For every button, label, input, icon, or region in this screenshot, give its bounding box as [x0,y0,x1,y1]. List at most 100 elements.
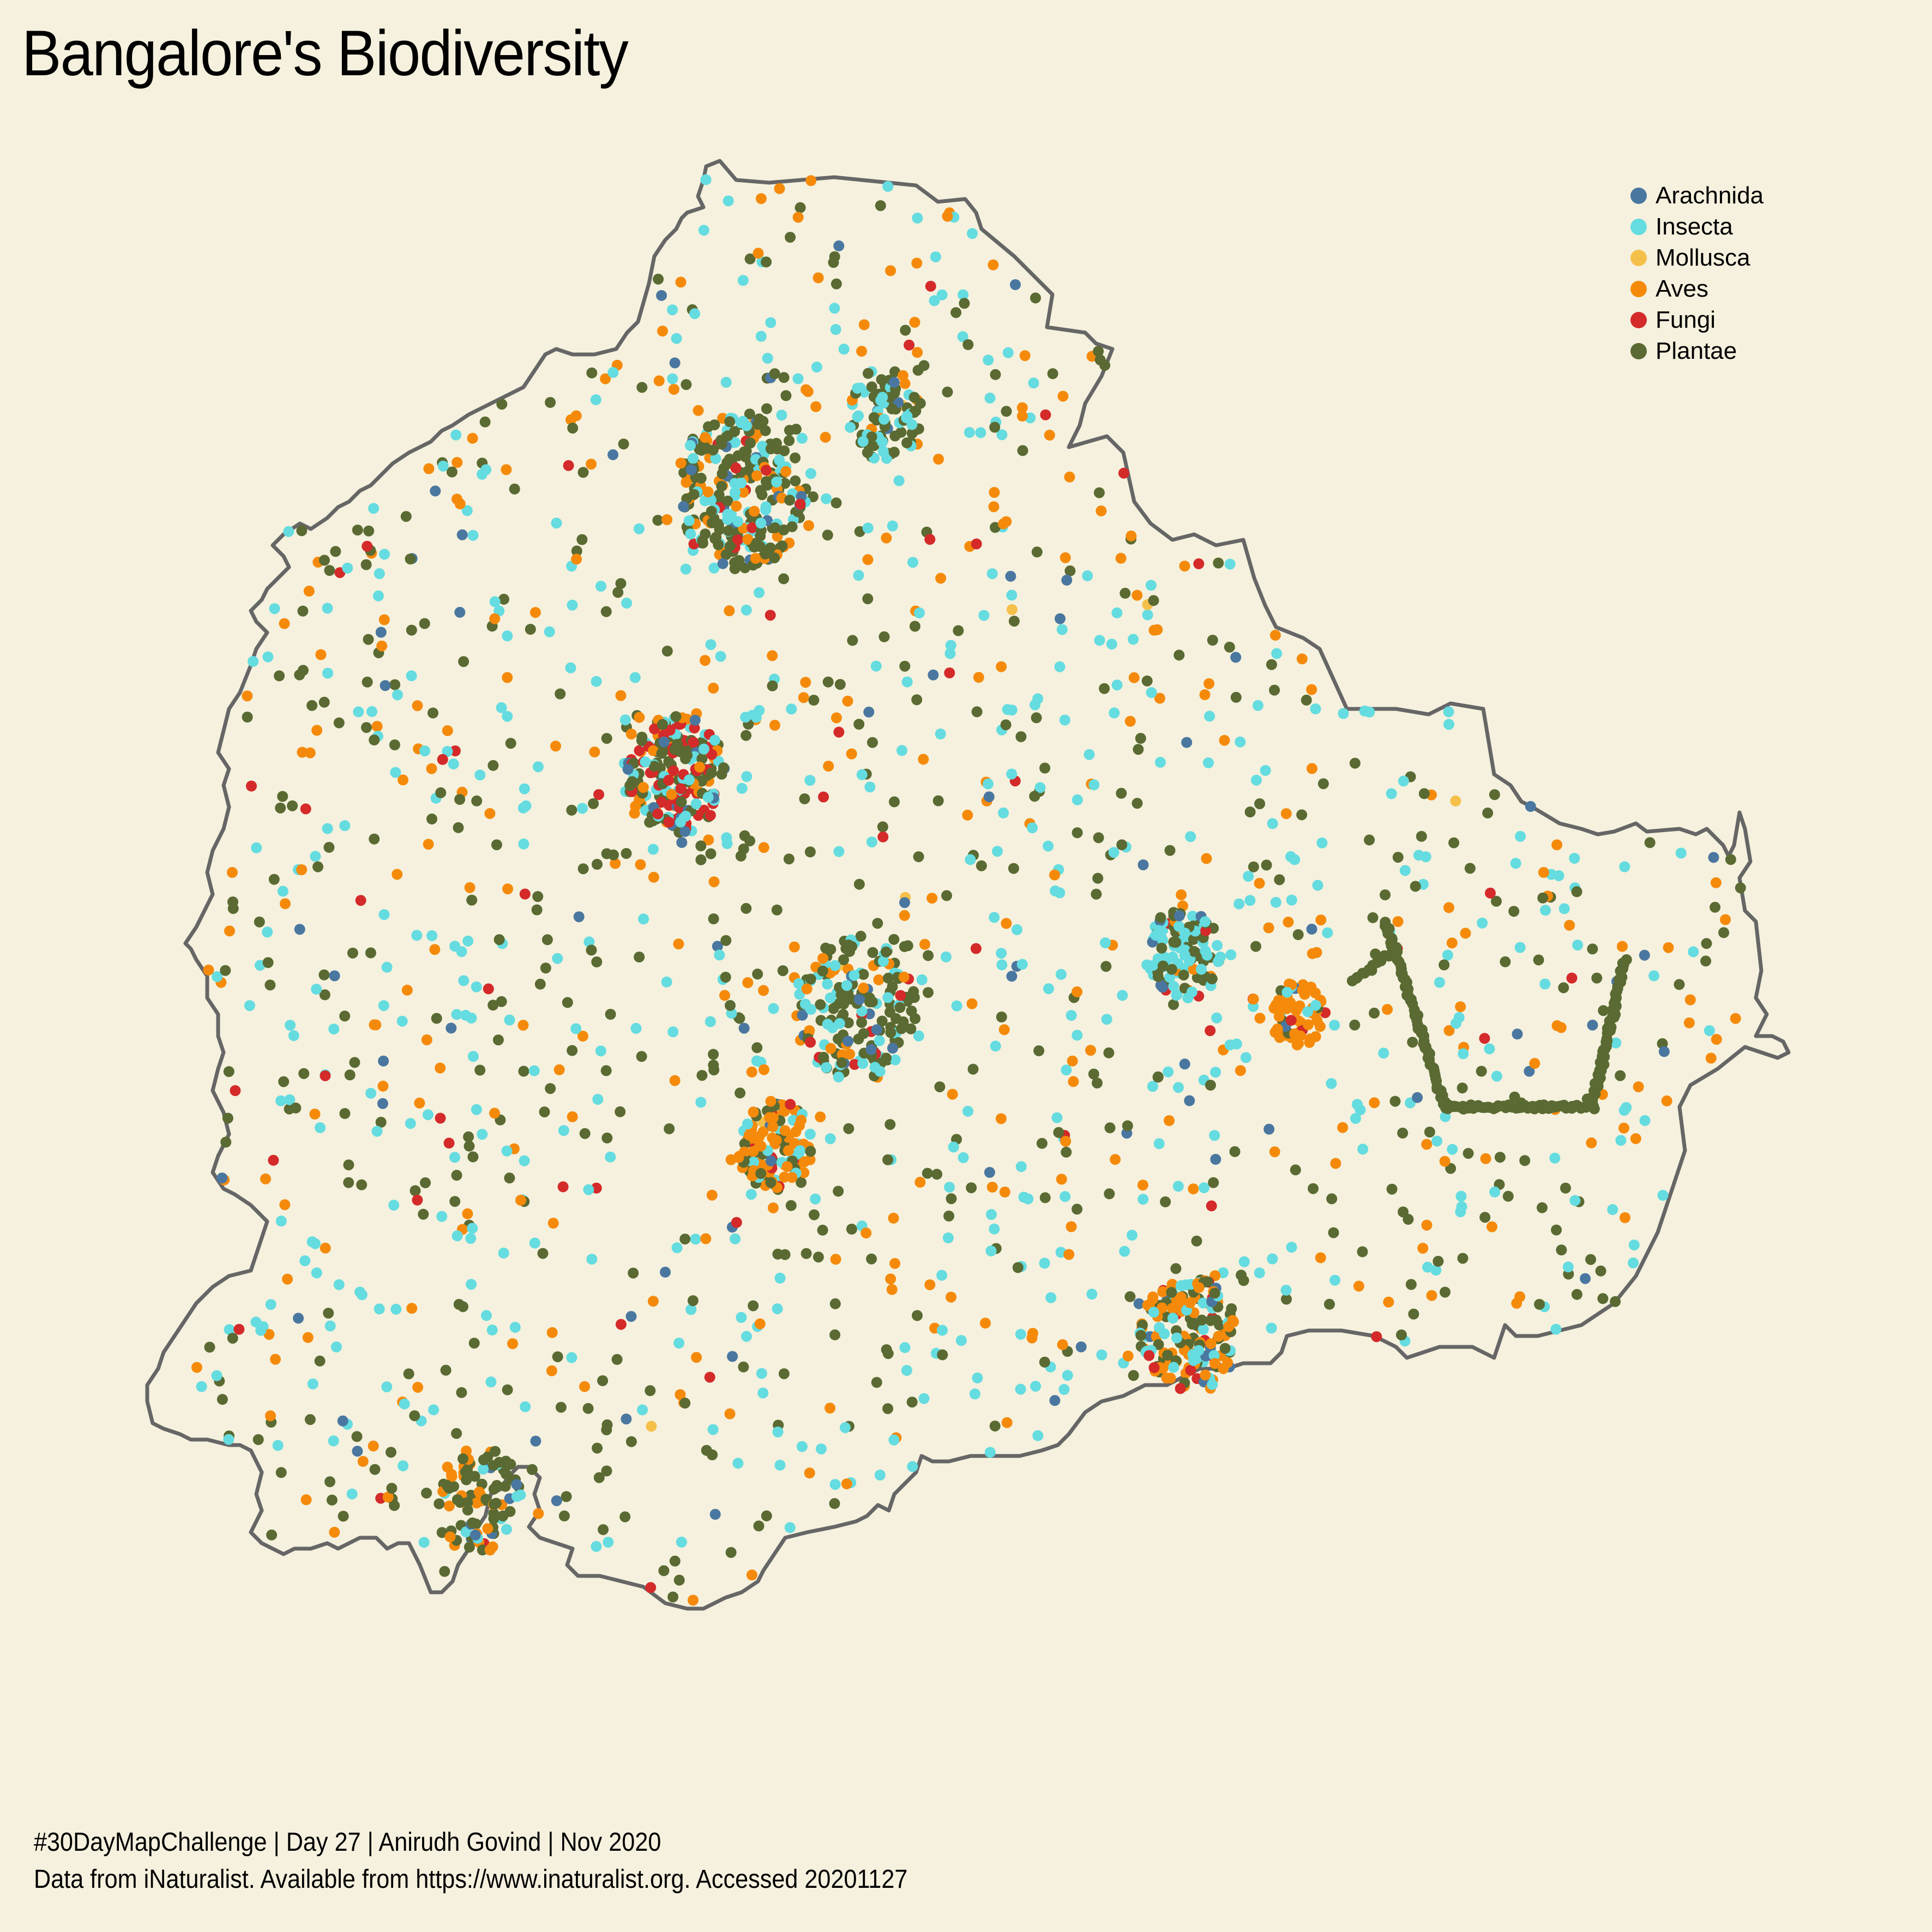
observation-point [664,1123,675,1134]
observation-point [696,753,708,765]
observation-point [470,1530,481,1540]
observation-point [1054,887,1066,899]
observation-point [1142,609,1153,621]
observation-point [1378,1048,1389,1059]
observation-point [1462,1148,1474,1159]
observation-point [829,1498,840,1509]
observation-point [1431,1135,1443,1147]
observation-point [1610,1037,1622,1049]
observation-point [962,1105,973,1117]
observation-point [1357,1143,1369,1155]
observation-point [1154,693,1165,704]
observation-point [996,661,1007,672]
observation-point [1630,1133,1641,1145]
observation-point [873,974,884,985]
observation-point [871,1024,882,1036]
observation-point [405,1118,416,1129]
observation-point [732,534,743,546]
observation-point [1117,990,1128,1001]
observation-point [330,1341,342,1353]
observation-point [311,1267,322,1279]
observation-point [1558,982,1569,994]
observation-point [698,743,709,755]
observation-point [885,1027,896,1038]
observation-point [1072,794,1083,805]
observation-point [1307,763,1317,774]
observation-point [435,1112,446,1124]
observation-point [778,1368,790,1380]
observation-point [1028,377,1039,389]
observation-point [269,603,280,615]
observation-point [1434,977,1445,988]
observation-point [389,679,401,690]
observation-point [1137,1179,1148,1191]
observation-point [601,1419,613,1430]
observation-point [272,1440,284,1451]
observation-point [398,774,408,786]
observation-point [744,835,756,847]
observation-point [748,1146,759,1157]
observation-point [679,1233,691,1245]
observation-point [796,1115,806,1126]
observation-point [702,792,714,803]
observation-point [1456,1082,1468,1094]
observation-point [539,1106,550,1118]
observation-point [324,565,335,576]
map-title: Bangalore's Biodiversity [22,17,629,89]
observation-point [874,1470,886,1480]
observation-point [1430,1265,1442,1276]
observation-point [1055,968,1067,980]
observation-point [1188,1183,1199,1195]
observation-point [1303,1019,1314,1031]
observation-point [454,794,466,805]
observation-point [765,317,777,328]
observation-point [906,428,918,439]
observation-point [1479,1033,1490,1044]
observation-point [912,1310,923,1321]
observation-point [488,1483,499,1495]
observation-point [436,1527,448,1538]
observation-point [1126,530,1137,541]
observation-point [700,528,711,540]
observation-point [450,429,462,441]
observation-point [1261,859,1272,871]
observation-point [487,1541,498,1552]
observation-point [899,1342,911,1353]
observation-point [1175,1280,1187,1291]
observation-point [1349,1019,1361,1031]
observation-point [964,427,975,438]
observation-point [250,1316,262,1328]
observation-point [262,651,274,663]
observation-point [1598,1005,1609,1016]
observation-point [461,505,473,516]
observation-point [1369,1007,1380,1019]
observation-point [1200,1369,1211,1381]
observation-point [746,1066,757,1078]
observation-point [1099,683,1110,694]
observation-point [528,1065,540,1076]
observation-point [703,834,714,846]
observation-point [1302,1006,1314,1018]
observation-point [1015,731,1027,742]
observation-point [792,373,804,384]
observation-point [1350,1113,1361,1124]
observation-point [1735,882,1746,894]
observation-point [862,447,873,458]
observation-point [1208,1350,1220,1361]
observation-point [1266,1322,1277,1334]
observation-point [607,449,619,460]
observation-point [1072,986,1083,997]
observation-point [365,1087,377,1099]
observation-point [583,936,595,948]
observation-point [1187,1319,1198,1330]
observation-point [689,723,700,734]
observation-point [675,276,687,288]
observation-point [724,605,735,616]
observation-point [965,854,976,865]
observation-point [1016,402,1028,413]
observation-point [790,424,802,435]
observation-point [1486,1221,1497,1232]
observation-point [778,524,790,535]
observation-point [1539,978,1551,990]
observation-point [251,842,262,853]
